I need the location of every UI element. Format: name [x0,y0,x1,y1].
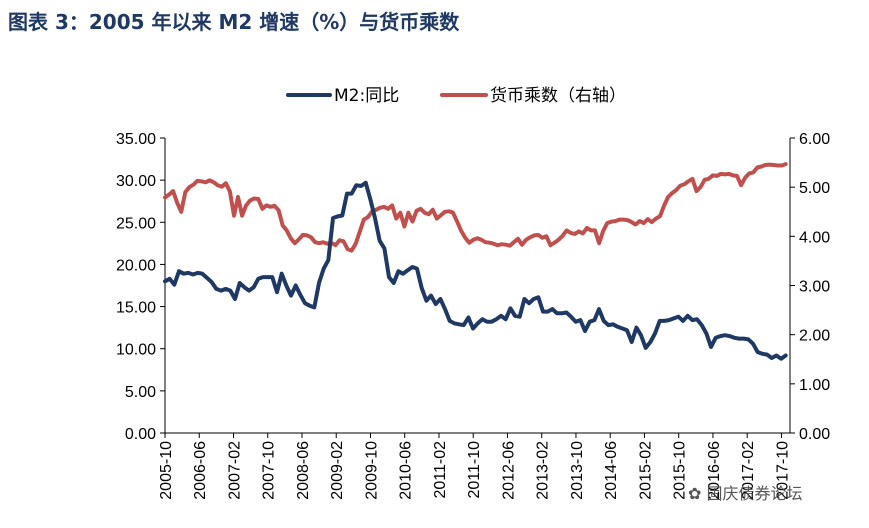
legend-label-multiplier: 货币乘数（右轴） [490,86,626,106]
x-tick-label: 2009-02 [329,441,346,500]
x-tick-label: 2015-10 [672,441,689,500]
right-tick-label: 6.00 [799,131,830,148]
x-tick-label: 2013-10 [569,441,586,500]
x-tick-label: 2012-06 [500,441,517,500]
x-tick-label: 2017-02 [740,441,757,500]
chart-title: 图表 3：2005 年以来 M2 增速（%）与货币乘数 [8,10,460,34]
x-tick-label: 2007-02 [226,441,243,500]
x-tick-label: 2014-06 [603,441,620,500]
axes [164,138,791,434]
x-tick-label: 2007-10 [261,441,278,500]
right-tick-label: 1.00 [799,377,830,394]
right-tick-label: 0.00 [799,426,830,443]
x-tick-label: 2016-06 [706,441,723,500]
watermark-text: 固庆债券论坛 [706,484,803,503]
left-tick-label: 10.00 [116,342,156,359]
x-tick-label: 2011-02 [432,441,449,499]
left-tick-label: 5.00 [125,384,156,401]
x-tick-label: 2015-02 [637,441,654,500]
left-y-ticks: 0.00 5.00 10.00 15.00 20.00 25.00 30.00 35.00 [116,131,165,443]
x-tick-label: 2008-06 [295,441,312,500]
x-ticks: 2005-10 2006-06 2007-02 2007-10 2008-06 2009-… [158,433,791,500]
right-tick-label: 2.00 [799,328,830,345]
watermark-icon: ✿ [688,484,702,503]
x-tick-label: 2011-10 [466,441,483,499]
x-tick-label: 2013-02 [535,441,552,500]
legend: M2:同比 货币乘数（右轴） [286,86,626,106]
left-tick-label: 25.00 [116,215,156,232]
x-tick-label: 2005-10 [158,441,175,500]
m2-series-line [163,180,788,361]
right-tick-label: 5.00 [799,180,830,197]
right-tick-label: 3.00 [799,279,830,296]
watermark: ✿ 固庆债券论坛 [688,480,803,504]
x-tick-label: 2017-10 [774,441,791,500]
x-tick-label: 2010-06 [398,441,415,500]
left-tick-label: 0.00 [125,426,156,443]
legend-label-m2: M2:同比 [334,86,399,106]
x-tick-label: 2006-06 [192,441,209,500]
x-tick-label: 2009-10 [363,441,380,500]
left-tick-label: 15.00 [116,300,156,317]
left-tick-label: 35.00 [116,131,156,148]
left-tick-label: 30.00 [116,173,156,190]
series-layer [163,162,788,361]
right-tick-label: 4.00 [799,229,830,246]
left-tick-label: 20.00 [116,257,156,274]
multiplier-series-line [163,162,788,253]
right-y-ticks: 0.00 1.00 2.00 3.00 4.00 5.00 6.00 [790,131,830,443]
